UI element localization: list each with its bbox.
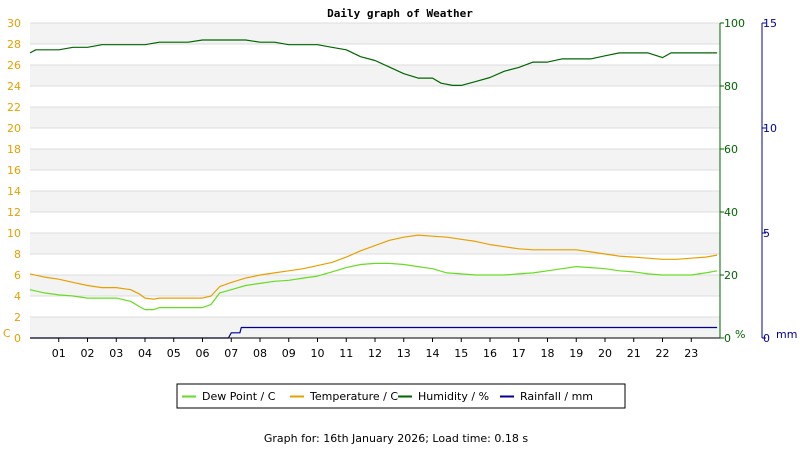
hour-tick-label: 21 [627, 347, 641, 360]
series-line [29, 234, 718, 300]
temperature-tick-label: 18 [7, 143, 21, 156]
grid-band [30, 86, 720, 107]
grid-band [30, 275, 720, 296]
grid-band [30, 212, 720, 233]
grid-band [30, 44, 720, 65]
temperature-tick-label: 28 [7, 38, 21, 51]
hour-tick-label: 08 [253, 347, 267, 360]
hour-tick-label: 07 [224, 347, 238, 360]
chart-title: Daily graph of Weather [327, 7, 473, 20]
humidity-tick-label: 40 [724, 206, 738, 219]
series-line [29, 262, 718, 311]
hour-tick-label: 19 [569, 347, 583, 360]
graph-footer: Graph for: 16th January 2026; Load time:… [264, 432, 528, 445]
grid-band [30, 23, 720, 44]
hour-tick-label: 06 [196, 347, 210, 360]
grid-band [30, 170, 720, 191]
temperature-tick-label: 6 [14, 269, 21, 282]
grid-band [30, 254, 720, 275]
rainfall-axis-ticks: 0 5 10 15 [762, 17, 777, 345]
hour-tick-label: 09 [282, 347, 296, 360]
humidity-unit-label: % [735, 328, 745, 341]
temperature-tick-label: 30 [7, 17, 21, 30]
legend-label: Dew Point / C [202, 390, 276, 403]
grid-band [30, 191, 720, 212]
humidity-tick-label: 60 [724, 143, 738, 156]
humidity-tick-label: 100 [724, 17, 745, 30]
humidity-tick-label: 20 [724, 269, 738, 282]
hour-tick-label: 04 [138, 347, 152, 360]
legend: Dew Point / C Temperature / C Humidity / %… [176, 383, 626, 409]
hour-tick-label: 12 [368, 347, 382, 360]
hour-tick-label: 20 [598, 347, 612, 360]
grid-band [30, 128, 720, 149]
hour-tick-label: 17 [512, 347, 526, 360]
legend-label: Temperature / C [309, 390, 398, 403]
temperature-tick-label: 10 [7, 227, 21, 240]
hour-tick-label: 22 [656, 347, 670, 360]
temperature-tick-label: 8 [14, 248, 21, 261]
legend-label: Rainfall / mm [520, 390, 593, 403]
rainfall-tick-label: 15 [763, 17, 777, 30]
temperature-unit-label: C [3, 327, 11, 340]
rainfall-unit-label: mm [776, 328, 797, 341]
grid-band [30, 296, 720, 317]
rainfall-tick-label: 10 [763, 122, 777, 135]
hour-tick-label: 05 [167, 347, 181, 360]
temperature-tick-label: 24 [7, 80, 21, 93]
hour-axis-ticks: 01 02 03 04 05 06 07 08 09 10 11 12 13 14 15 16 17 18 19 20… [52, 338, 698, 360]
hour-tick-label: 03 [109, 347, 123, 360]
hour-tick-label: 18 [541, 347, 555, 360]
hour-tick-label: 13 [397, 347, 411, 360]
temperature-tick-label: 16 [7, 164, 21, 177]
humidity-tick-label: 80 [724, 80, 738, 93]
humidity-axis-ticks: 0 20 40 60 80 100 [720, 17, 745, 345]
plot-background [30, 22, 720, 339]
hour-tick-label: 01 [52, 347, 66, 360]
temperature-tick-label: 0 [14, 332, 21, 345]
hour-tick-label: 15 [454, 347, 468, 360]
temperature-tick-label: 20 [7, 122, 21, 135]
series-line [29, 39, 718, 87]
grid-band [30, 233, 720, 254]
rainfall-tick-label: 5 [763, 227, 770, 240]
grid-band [30, 149, 720, 170]
temperature-tick-label: 22 [7, 101, 21, 114]
axis-lines [30, 23, 763, 339]
hour-tick-label: 10 [311, 347, 325, 360]
temperature-tick-label: 12 [7, 206, 21, 219]
hour-tick-label: 23 [684, 347, 698, 360]
hour-tick-label: 14 [426, 347, 440, 360]
humidity-tick-label: 0 [724, 332, 731, 345]
hour-tick-label: 02 [81, 347, 95, 360]
rainfall-tick-label: 0 [763, 332, 770, 345]
temperature-tick-label: 26 [7, 59, 21, 72]
temperature-tick-label: 2 [14, 311, 21, 324]
grid-band [30, 65, 720, 86]
grid-band [30, 107, 720, 128]
hour-tick-label: 16 [483, 347, 497, 360]
temperature-tick-label: 4 [14, 290, 21, 303]
hour-tick-label: 11 [339, 347, 353, 360]
temperature-tick-label: 14 [7, 185, 21, 198]
legend-label: Humidity / % [418, 390, 489, 403]
